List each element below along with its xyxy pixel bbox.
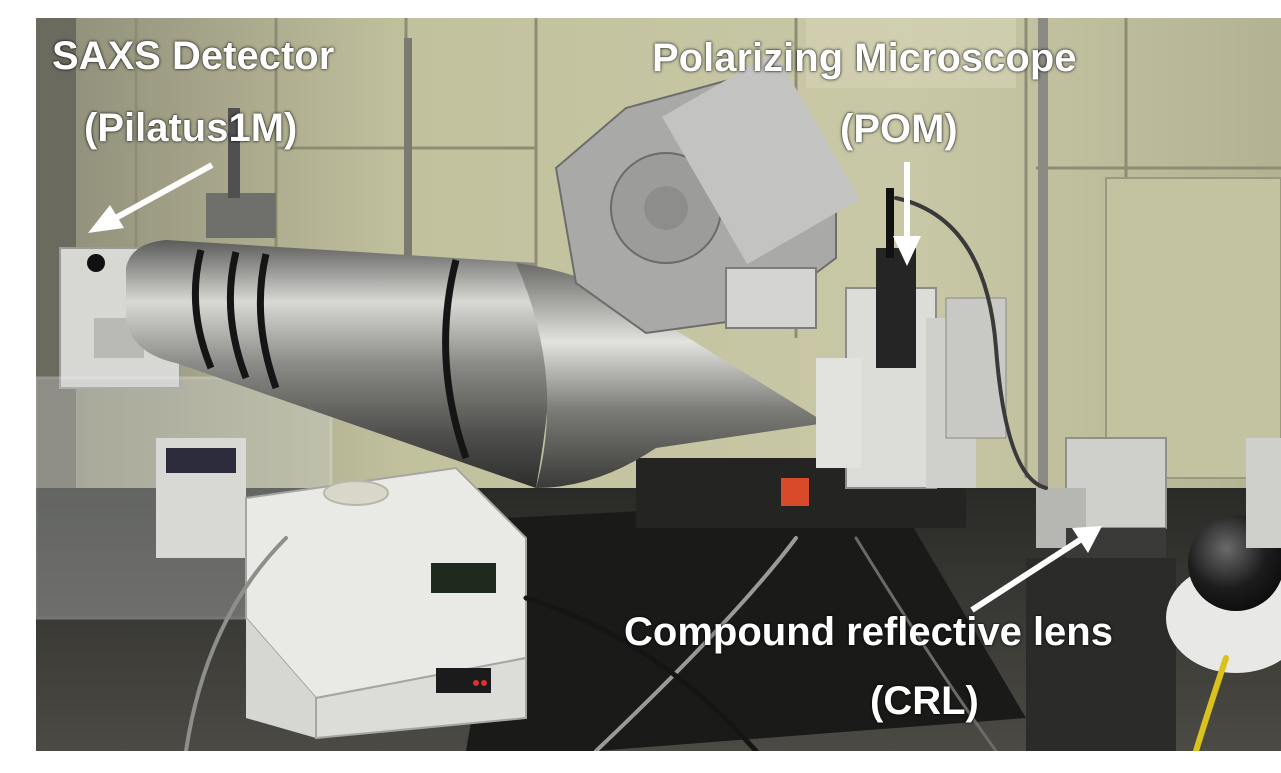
valve-stem	[228, 108, 240, 198]
saxs-detector-model-label: (Pilatus1M)	[84, 106, 298, 150]
tube-flange	[206, 193, 276, 238]
wall-pipe	[404, 38, 412, 268]
arrow-saxs	[88, 162, 214, 233]
microscope-stage	[816, 188, 1007, 489]
compound-lens-label: Compound reflective lens	[624, 610, 1113, 654]
saxs-detector-label: SAXS Detector	[52, 34, 335, 78]
enclosure-device-top	[166, 448, 236, 473]
polarizing-microscope-label: Polarizing Microscope	[652, 36, 1077, 80]
beamline-photo	[36, 18, 1281, 751]
valve-knob	[87, 254, 105, 272]
wall-bracket	[806, 18, 1016, 88]
flight-tube-cone	[516, 263, 826, 488]
power-supply-stack	[245, 466, 527, 740]
wall-pipe	[1038, 18, 1048, 538]
pom-abbreviation-label: (POM)	[840, 107, 958, 151]
arrow-crl	[970, 526, 1102, 613]
right-equipment	[1246, 438, 1281, 548]
arrow-pom	[893, 162, 921, 266]
stage-actuator	[781, 478, 809, 506]
wall-panel-right	[1105, 177, 1281, 479]
crl-abbreviation-label: (CRL)	[870, 679, 979, 723]
beamline-scene	[36, 18, 1281, 751]
cables	[184, 196, 1229, 751]
microscope-head	[554, 51, 860, 335]
optical-table	[466, 498, 1026, 751]
tube-straps	[191, 249, 470, 460]
